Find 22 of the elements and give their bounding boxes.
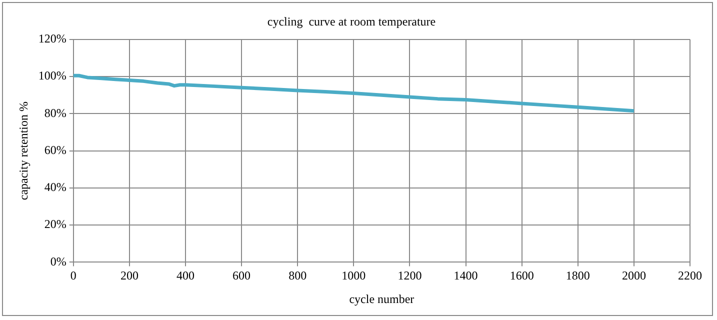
x-tick-label: 1000 (342, 268, 366, 283)
y-tick-label: 100% (38, 68, 66, 83)
y-tick-label: 120% (38, 32, 66, 46)
x-axis-title: cycle number (349, 292, 414, 306)
y-tick-label: 0% (50, 254, 66, 268)
x-tick-label: 2200 (678, 268, 702, 283)
y-tick-label: 20% (44, 217, 66, 232)
x-tick-label: 200 (120, 268, 138, 283)
x-tick-label: 400 (176, 268, 195, 283)
x-tick-label: 0 (70, 268, 76, 283)
x-tick-label: 800 (288, 268, 307, 283)
x-tick-label: 1600 (510, 268, 534, 283)
y-tick-label: 60% (44, 142, 66, 157)
x-tick-label: 1200 (398, 268, 422, 283)
y-axis-title: capacity retention % (16, 101, 30, 200)
chart-title: cycling curve at room temperature (267, 14, 436, 28)
x-tick-label: 600 (232, 268, 251, 283)
x-tick-label: 2000 (622, 268, 646, 283)
x-tick-label: 1400 (454, 268, 478, 283)
y-tick-label: 40% (44, 180, 66, 194)
x-tick-label: 1800 (566, 268, 590, 283)
y-tick-label: 80% (44, 106, 66, 120)
